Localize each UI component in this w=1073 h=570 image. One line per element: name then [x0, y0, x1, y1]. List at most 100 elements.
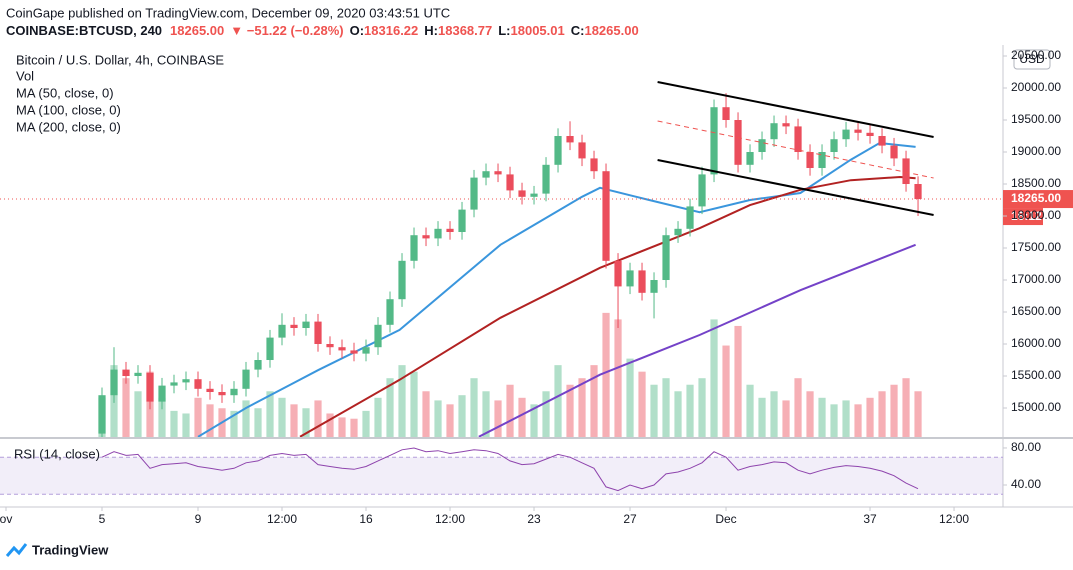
- candle-body: [734, 120, 742, 165]
- candle-body: [374, 324, 382, 348]
- header-change: ▼ −51.22 (−0.28%): [230, 23, 343, 38]
- volume-bar: [350, 418, 358, 437]
- volume-bar: [386, 378, 394, 437]
- candle-body: [722, 107, 730, 121]
- volume-bar: [410, 371, 418, 437]
- volume-bar: [650, 384, 658, 437]
- candle-body: [170, 382, 178, 386]
- candle-body: [650, 280, 658, 293]
- volume-bar: [446, 404, 454, 437]
- volume-bar: [206, 404, 214, 437]
- trendline: [657, 81, 934, 138]
- volume-bar: [338, 417, 346, 437]
- y-tick-label: 17500.00: [1011, 240, 1061, 254]
- x-tick-label: 27: [623, 512, 637, 526]
- volume-bar: [902, 378, 910, 437]
- volume-bar: [494, 400, 502, 437]
- candle-body: [542, 164, 550, 194]
- candle-body: [866, 132, 874, 137]
- volume-bar: [842, 400, 850, 437]
- countdown: 16:12: [1011, 209, 1042, 223]
- volume-bar: [518, 397, 526, 437]
- volume-bar: [314, 400, 322, 437]
- brand: TradingView: [32, 542, 109, 557]
- logo-icon: [5, 543, 28, 557]
- y-tick-label: 15500.00: [1011, 368, 1061, 382]
- volume-bar: [770, 391, 778, 437]
- legend-entry: Vol: [16, 68, 34, 83]
- candle-body: [410, 235, 418, 261]
- volume-bar: [794, 378, 802, 437]
- y-tick-label: 19000.00: [1011, 144, 1061, 158]
- volume-bar: [458, 395, 466, 437]
- candle-body: [98, 395, 106, 434]
- candle-body: [902, 158, 910, 185]
- x-tick-label: 16: [359, 512, 373, 526]
- volume-bar: [626, 358, 634, 437]
- candle-body: [806, 152, 814, 169]
- volume-bar: [542, 391, 550, 437]
- volume-bar: [830, 404, 838, 437]
- x-tick-label: 12:00: [435, 512, 465, 526]
- candle-body: [770, 123, 778, 140]
- candle-body: [842, 129, 850, 140]
- candle-body: [710, 107, 718, 175]
- y-tick-label: 20500.00: [1011, 48, 1061, 62]
- volume-bar: [866, 397, 874, 437]
- rsi-line: [101, 447, 919, 492]
- x-tick-label: Dec: [715, 512, 736, 526]
- volume-bar: [854, 404, 862, 437]
- volume-bar: [242, 400, 250, 437]
- volume-bar: [578, 378, 586, 437]
- candle-body: [602, 171, 610, 261]
- candle-body: [362, 347, 370, 354]
- price-pane: [0, 81, 1003, 437]
- ma-line: [478, 243, 916, 437]
- rsi-tick-label: 40.00: [1011, 477, 1041, 491]
- ohlc-label: L:: [498, 23, 510, 38]
- volume-bar: [434, 400, 442, 437]
- candle-body: [614, 260, 622, 287]
- volume-bar: [638, 371, 646, 437]
- volume-bar: [698, 378, 706, 437]
- volume-bar: [554, 365, 562, 437]
- volume-bar: [734, 325, 742, 437]
- volume-bar: [614, 319, 622, 437]
- candle-body: [518, 190, 526, 197]
- candle-body: [554, 136, 562, 165]
- header-quote: COINBASE:BTCUSD, 240 18265.00 ▼ −51.22 (−0…: [6, 23, 639, 38]
- volume-bar: [398, 365, 406, 437]
- candle-body: [314, 321, 322, 345]
- volume-bar: [158, 397, 166, 437]
- trendline: [657, 159, 934, 216]
- header-price: 18265.00: [170, 23, 224, 38]
- currency-label[interactable]: USD: [1019, 52, 1045, 66]
- candle-body: [590, 158, 598, 172]
- candle-body: [386, 299, 394, 325]
- y-tick-label: 17000.00: [1011, 272, 1061, 286]
- candle-body: [266, 337, 274, 361]
- countdown-box: [1003, 208, 1043, 226]
- volume-bar: [278, 397, 286, 437]
- candle-body: [182, 379, 190, 383]
- volume-bar: [710, 319, 718, 437]
- ohlc-value: 18265.00: [584, 23, 638, 38]
- y-tick-label: 15000.00: [1011, 400, 1061, 414]
- y-tick-label: 20000.00: [1011, 80, 1061, 94]
- rsi-pane: [0, 447, 1003, 495]
- candle-body: [506, 174, 514, 191]
- ma-line: [197, 141, 916, 437]
- candle-body: [758, 139, 766, 153]
- volume-bar: [266, 391, 274, 437]
- candle-body: [254, 360, 262, 370]
- x-tick-label: 5: [99, 512, 106, 526]
- candle-body: [458, 209, 466, 233]
- candle-body: [698, 174, 706, 207]
- volume-bar: [746, 384, 754, 437]
- symbol: COINBASE:BTCUSD, 240: [6, 23, 162, 38]
- volume-bar: [374, 397, 382, 437]
- currency-button[interactable]: [1013, 49, 1051, 70]
- candle-body: [794, 126, 802, 153]
- last-price-box: [1003, 190, 1073, 209]
